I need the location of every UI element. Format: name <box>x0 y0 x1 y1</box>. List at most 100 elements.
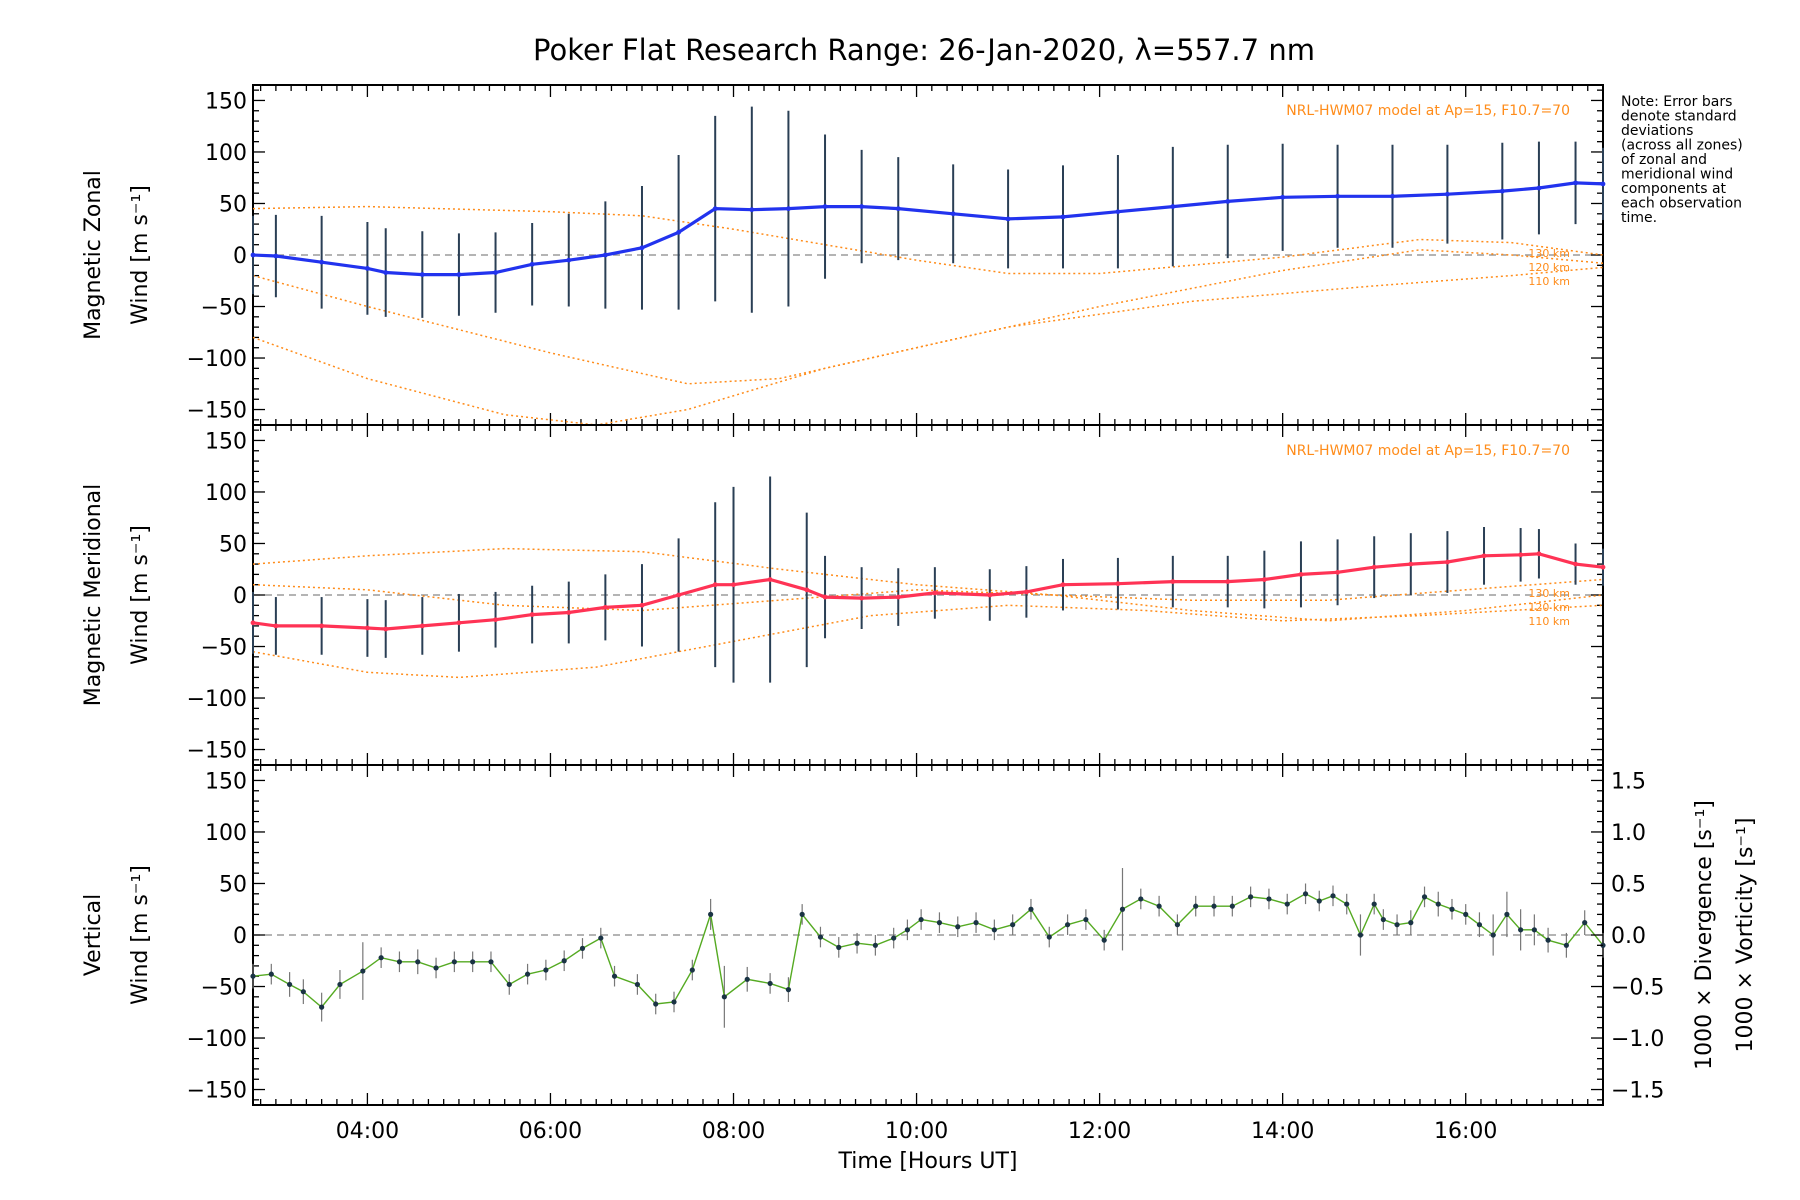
y-tick-label: 150 <box>205 89 247 114</box>
data-point <box>1518 552 1524 558</box>
right-tick-label: −1.0 <box>1611 1027 1664 1052</box>
right-tick-label: −1.5 <box>1611 1079 1664 1104</box>
data-point <box>611 973 618 979</box>
data-point <box>273 623 279 629</box>
data-point <box>319 259 325 265</box>
data-point <box>561 958 567 964</box>
y-tick-label: 0 <box>233 584 247 609</box>
data-point <box>419 623 425 629</box>
data-point <box>950 211 956 217</box>
data-point <box>1193 903 1199 909</box>
data-point <box>1261 577 1267 582</box>
data-point <box>378 955 384 961</box>
data-point <box>579 945 586 951</box>
note-line: time. <box>1621 210 1657 226</box>
data-point <box>1408 561 1414 567</box>
data-point <box>1408 920 1414 926</box>
data-point <box>383 270 389 275</box>
chart-title: Poker Flat Research Range: 26-Jan-2020, … <box>533 33 1315 67</box>
data-point <box>1600 181 1606 187</box>
data-point <box>1005 216 1011 222</box>
data-point <box>1115 581 1121 587</box>
data-point <box>273 253 279 259</box>
data-point <box>1266 896 1272 902</box>
data-point <box>360 968 366 974</box>
data-point <box>1138 896 1144 902</box>
y-tick-label: −100 <box>187 1027 247 1052</box>
data-point <box>1421 894 1428 900</box>
data-point <box>337 981 343 988</box>
model-label: NRL-HWM07 model at Ap=15, F10.7=70 <box>1286 103 1570 119</box>
model-curve <box>252 205 1604 275</box>
data-point <box>319 1004 325 1010</box>
model-label: NRL-HWM07 model at Ap=15, F10.7=70 <box>1286 443 1570 459</box>
y-tick-label: −50 <box>201 976 247 1001</box>
right-tick-label: 0.5 <box>1611 872 1646 897</box>
data-point <box>250 252 256 258</box>
note-line: (across all zones) <box>1621 138 1743 154</box>
note-line: components at <box>1621 181 1727 197</box>
altitude-label: 110 km <box>1528 615 1570 628</box>
data-point <box>1060 582 1066 588</box>
data-point <box>1170 579 1176 585</box>
y-axis-title-line: Wind [m s⁻¹] <box>128 525 153 665</box>
data-point <box>543 967 549 973</box>
data-point <box>1023 589 1029 595</box>
data-point <box>822 594 828 600</box>
data-point <box>365 265 370 271</box>
data-point <box>433 965 439 971</box>
right-tick-label: 0.0 <box>1611 924 1646 949</box>
data-point <box>804 587 810 593</box>
data-point <box>767 577 773 582</box>
data-point <box>1060 214 1066 220</box>
data-point <box>1211 903 1217 909</box>
y-tick-label: 50 <box>219 192 247 217</box>
data-point <box>689 967 695 973</box>
data-point <box>836 944 842 950</box>
y-tick-label: −100 <box>187 687 247 712</box>
data-point <box>955 924 961 930</box>
data-point <box>767 980 773 987</box>
data-point <box>1357 932 1364 938</box>
x-tick-label: 10:00 <box>885 1119 948 1144</box>
data-point <box>1298 571 1304 577</box>
data-point <box>250 973 256 979</box>
data-point <box>602 604 608 610</box>
data-point <box>785 987 792 993</box>
data-point <box>365 625 370 631</box>
data-point <box>1101 937 1107 943</box>
plot-area: 150 100 50 0 −50 −100 −150 Magnetic Zonal Wind [… <box>81 84 1758 1174</box>
data-point <box>1229 903 1235 909</box>
data-point <box>1371 564 1377 570</box>
data-point <box>904 927 911 933</box>
data-point <box>1316 898 1322 904</box>
data-point <box>493 270 498 275</box>
x-tick-label: 16:00 <box>1434 1119 1497 1144</box>
data-point <box>1119 906 1126 912</box>
right-tick-label: 1.5 <box>1611 769 1646 794</box>
model-curve <box>252 583 1604 622</box>
data-point <box>671 999 677 1005</box>
data-point <box>1248 894 1254 900</box>
y-tick-label: 50 <box>219 872 247 897</box>
data-point <box>451 959 457 965</box>
y-axis-title-line: Magnetic Zonal <box>81 170 106 340</box>
data-point <box>1394 922 1400 928</box>
data-point <box>1476 922 1483 928</box>
data-point <box>488 959 494 965</box>
data-point <box>744 976 750 982</box>
note-line: meridional wind <box>1621 167 1733 183</box>
data-line <box>252 181 1604 277</box>
altitude-label: 130 km <box>1528 587 1570 600</box>
model-curve <box>252 604 1604 679</box>
data-point <box>721 994 727 1000</box>
y-axis-title-line: Wind [m s⁻¹] <box>128 865 153 1005</box>
data-point <box>1225 199 1231 204</box>
data-point <box>731 582 736 588</box>
y-axis-title-line: Vertical <box>81 894 106 976</box>
data-point <box>676 592 681 598</box>
data-point <box>1518 927 1524 933</box>
data-point <box>1335 193 1340 199</box>
data-point <box>891 935 897 941</box>
y-tick-label: −100 <box>187 347 247 372</box>
